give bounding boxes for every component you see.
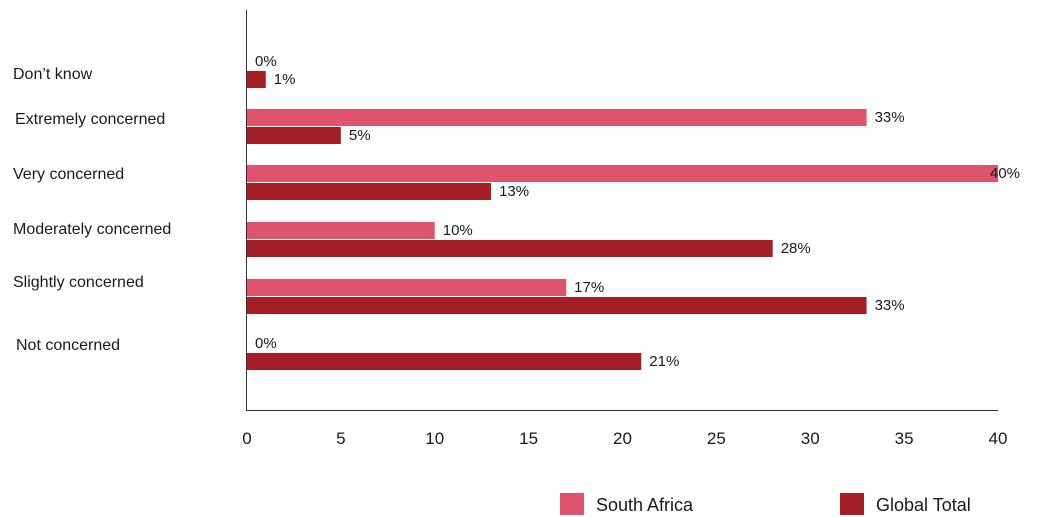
data-labels-group: 0%1%33%5%40%13%10%28%17%33%0%21% — [255, 53, 1020, 370]
x-tick-label: 0 — [242, 429, 251, 448]
bar-global-total — [247, 127, 341, 144]
data-label: 17% — [574, 279, 604, 296]
x-tick-label: 40 — [989, 429, 1008, 448]
bar-global-total — [247, 240, 773, 257]
legend: South Africa Global Total — [560, 493, 971, 515]
bar-global-total — [247, 353, 642, 370]
legend-label: Global Total — [876, 495, 971, 515]
x-tick-label: 35 — [895, 429, 914, 448]
data-label: 0% — [255, 335, 277, 352]
data-label: 13% — [499, 183, 529, 200]
bar-global-total — [247, 297, 867, 314]
legend-swatch-global-total — [840, 493, 864, 515]
x-tick-label: 15 — [519, 429, 538, 448]
data-label: 28% — [781, 240, 811, 257]
category-label: Very concerned — [13, 166, 124, 183]
legend-swatch-south-africa — [560, 493, 584, 515]
x-tick-label: 30 — [801, 429, 820, 448]
data-label: 33% — [875, 297, 905, 314]
x-tick-label: 25 — [707, 429, 726, 448]
x-tick-label: 10 — [425, 429, 444, 448]
data-label: 1% — [274, 71, 296, 88]
data-label: 5% — [349, 127, 371, 144]
data-label: 21% — [649, 353, 679, 370]
category-labels-group: Don’t know Extremely concerned Very concer… — [13, 66, 171, 354]
bar-global-total — [247, 183, 492, 200]
bar-south-africa — [247, 165, 998, 182]
data-label: 0% — [255, 53, 277, 70]
legend-label: South Africa — [596, 495, 694, 515]
data-label: 10% — [443, 222, 473, 239]
bar-south-africa — [247, 279, 567, 296]
category-label: Don’t know — [13, 66, 93, 83]
data-label: 40% — [990, 165, 1020, 182]
bar-south-africa — [247, 222, 435, 239]
category-label: Extremely concerned — [15, 111, 165, 128]
data-label: 33% — [875, 109, 905, 126]
bar-south-africa — [247, 109, 867, 126]
x-tick-label: 5 — [336, 429, 345, 448]
bar-global-total — [247, 71, 266, 88]
category-label: Slightly concerned — [13, 274, 144, 291]
category-label: Moderately concerned — [13, 221, 171, 238]
x-axis-ticks-group: 0 5 10 15 20 25 30 35 40 — [242, 429, 1007, 448]
category-label: Not concerned — [16, 337, 120, 354]
x-tick-label: 20 — [613, 429, 632, 448]
bars-group — [247, 71, 998, 370]
